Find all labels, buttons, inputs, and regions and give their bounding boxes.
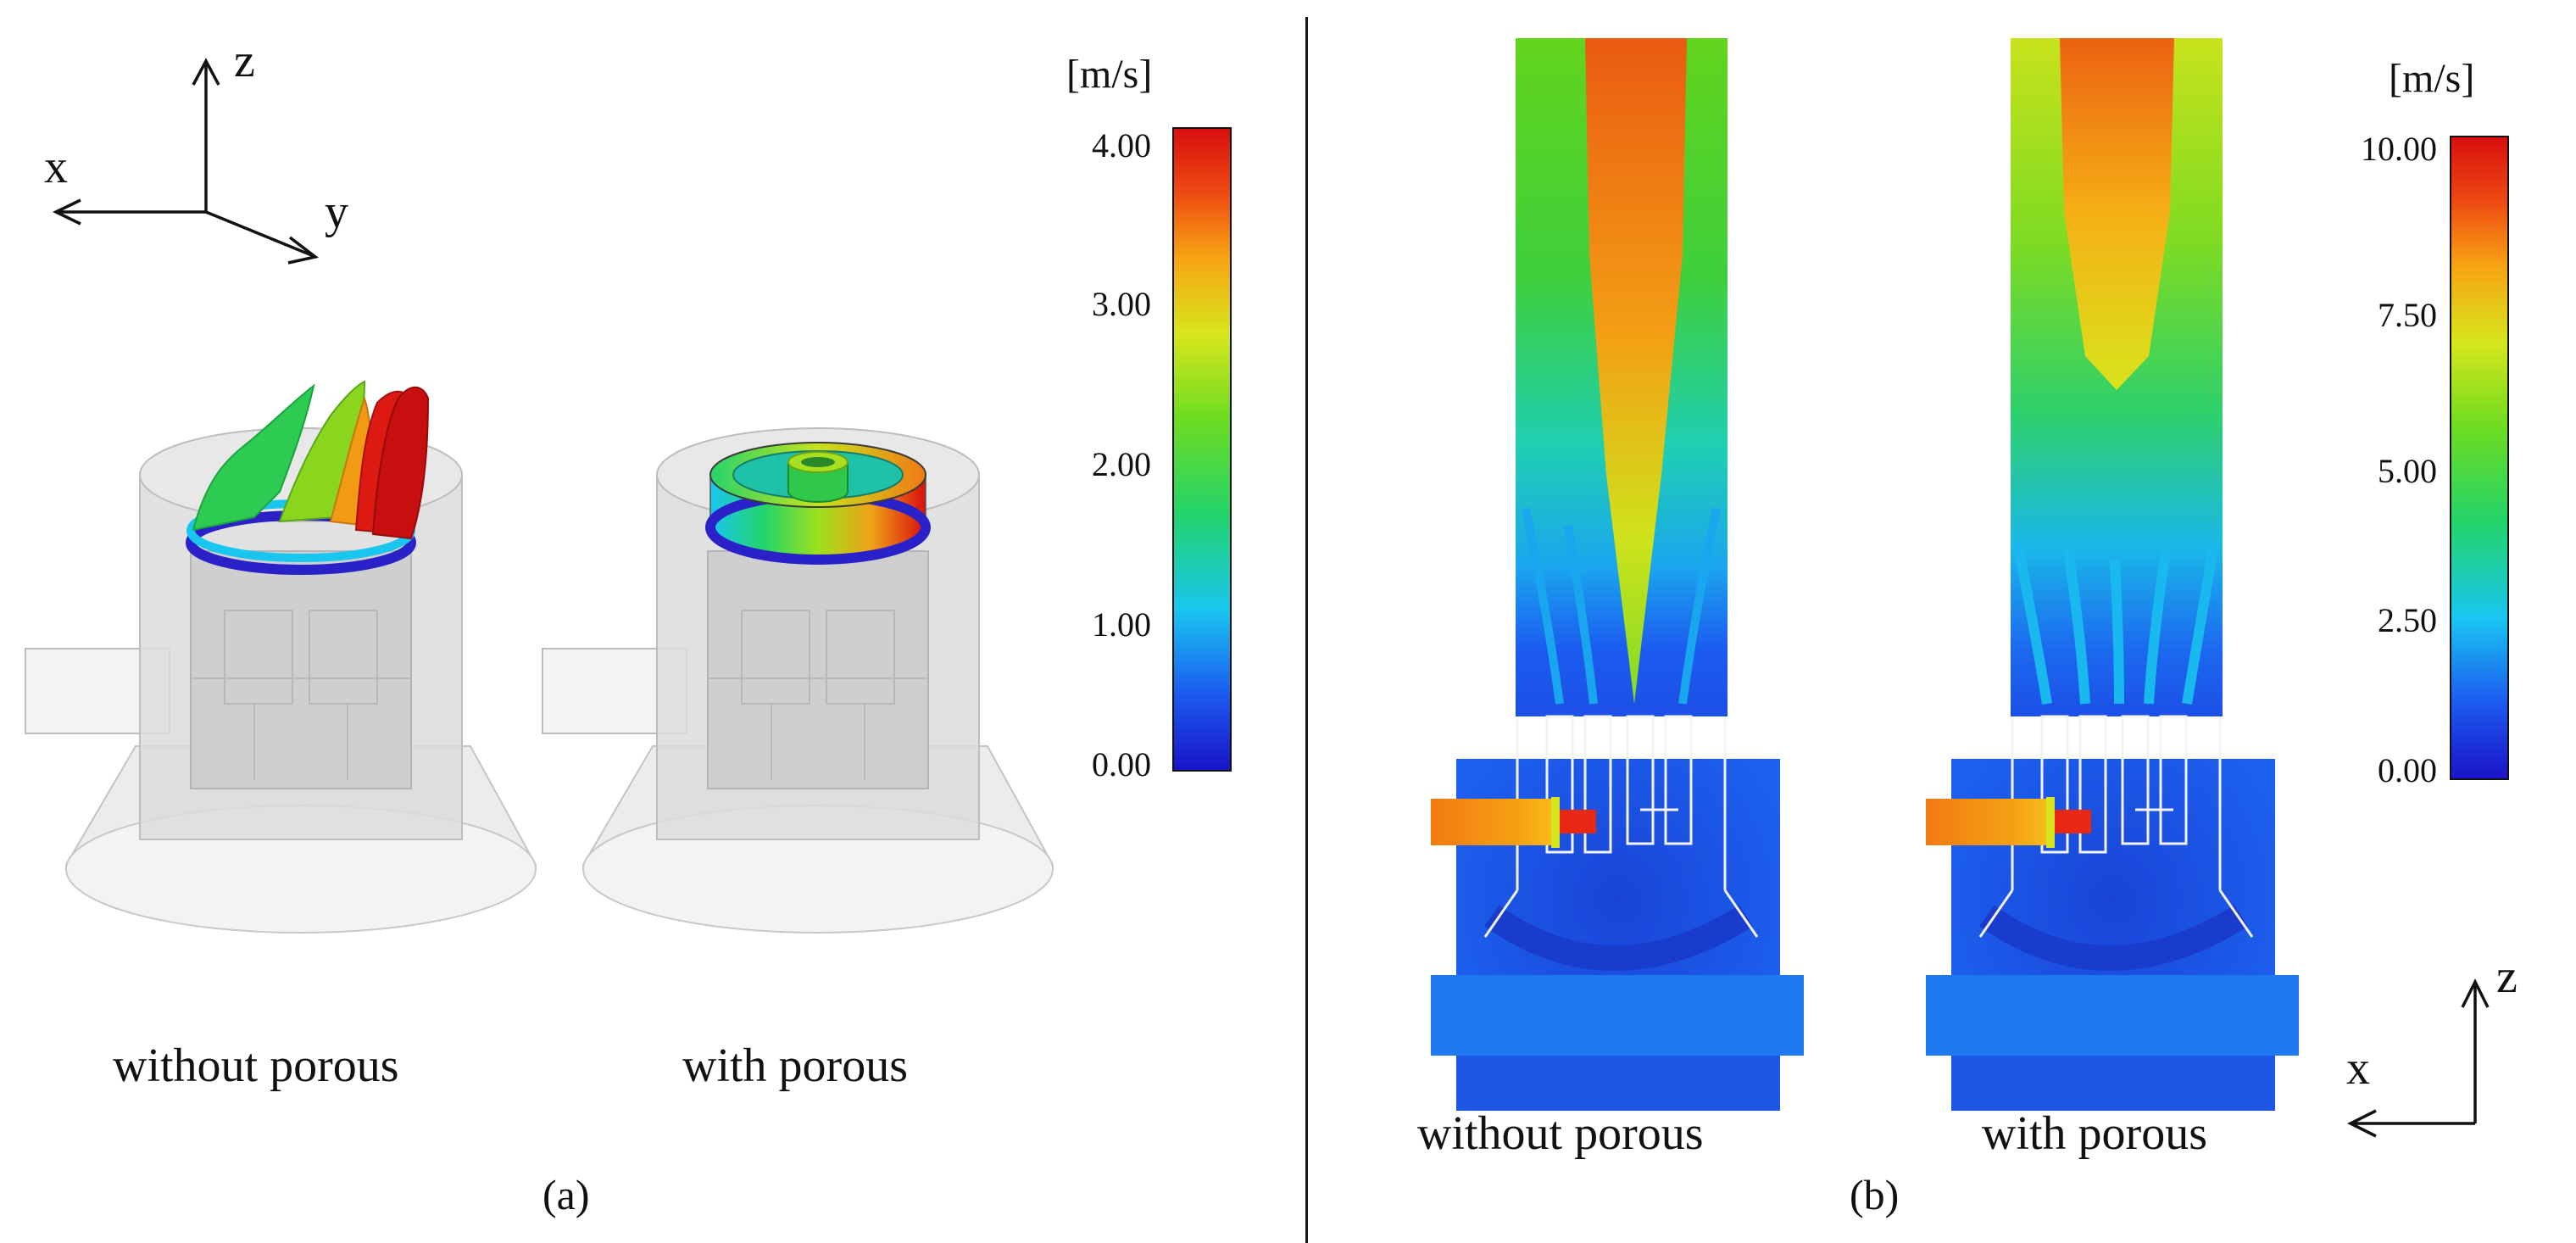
inner-cylinder — [190, 550, 412, 789]
jet-core — [2060, 38, 2174, 390]
device-with-porous-3d — [542, 427, 1054, 934]
caption-with-porous-a: with porous — [682, 1040, 908, 1092]
device-without-porous-3d — [25, 380, 537, 934]
inner-cylinder — [707, 550, 929, 789]
side-inlet-jet — [1431, 799, 1558, 845]
jet-core — [1585, 38, 1687, 704]
panel-label-a: (a) — [542, 1171, 590, 1218]
chamber-lower — [1951, 1056, 2275, 1111]
velocity-field-with-porous — [1926, 38, 2299, 1111]
cross-channel — [1926, 975, 2299, 1056]
caption-without-porous-b: without porous — [1417, 1107, 1704, 1160]
caption-without-porous-a: without porous — [113, 1040, 399, 1092]
axis-pair-b — [2347, 978, 2490, 1138]
recirculation-zone — [1979, 905, 2248, 971]
inner-vanes — [191, 610, 411, 780]
colorbar-unit-b: [m/s] — [2389, 56, 2475, 101]
panel-divider — [1305, 17, 1308, 1243]
side-inlet-jet — [1926, 799, 2053, 845]
panel-label-b: (b) — [1850, 1171, 1900, 1218]
isosurface-fin-red-2 — [371, 386, 430, 540]
x-axis-arrowhead — [52, 198, 81, 226]
axis-label-z-b: z — [2496, 950, 2518, 1003]
colorbar-b-tick-min: 0.00 — [2378, 751, 2437, 789]
colorbar-b-tick: 2.50 — [2378, 601, 2437, 639]
velocity-field-without-porous — [1431, 38, 1804, 1111]
colorbar-a-tick-min: 0.00 — [1092, 745, 1151, 783]
z-axis-arrowhead — [192, 58, 220, 86]
colorbar-b-tick: 7.50 — [2378, 296, 2437, 334]
colorbar-a-tick-max: 4.00 — [1092, 126, 1151, 164]
colorbar-a-tick: 2.00 — [1092, 445, 1151, 483]
colorbar-a-tick: 1.00 — [1092, 605, 1151, 644]
axis-label-x-b: x — [2346, 1042, 2370, 1095]
burner-walls — [1978, 715, 2254, 938]
inlet-nozzle-red — [1558, 810, 1596, 833]
axis-label-x: x — [44, 141, 68, 193]
y-axis-arrowhead — [287, 236, 320, 265]
x-axis-arrowhead — [2347, 1109, 2377, 1138]
inner-vanes — [708, 610, 928, 780]
isosurface-fin-green — [192, 383, 315, 532]
y-axis-line — [205, 210, 314, 258]
recirculation-zone — [1484, 905, 1753, 971]
isosurface-center-tube-hole — [801, 457, 835, 467]
inlet-nozzle-lip — [2046, 797, 2055, 848]
axis-triad-a — [52, 58, 320, 265]
colorbar-b — [2450, 136, 2509, 780]
axis-label-z: z — [234, 35, 255, 87]
colorbar-a-tick: 3.00 — [1092, 285, 1151, 323]
isosurface-center-tube — [787, 461, 848, 503]
inlet-nozzle-red — [2053, 810, 2091, 833]
burner-walls — [1483, 715, 1759, 938]
shear-layers — [2012, 541, 2219, 705]
caption-with-porous-b: with porous — [1982, 1107, 2207, 1160]
colorbar-unit-a: [m/s] — [1066, 52, 1153, 97]
chamber-lower — [1456, 1056, 1780, 1111]
colorbar-a — [1172, 127, 1232, 772]
z-axis-arrowhead — [2461, 978, 2490, 1008]
cross-channel — [1431, 975, 1804, 1056]
axis-label-y: y — [325, 186, 348, 238]
colorbar-b-tick-max: 10.00 — [2361, 130, 2437, 168]
colorbar-b-tick: 5.00 — [2378, 452, 2437, 490]
shear-layers — [1522, 507, 1721, 705]
inlet-nozzle-lip — [1551, 797, 1560, 848]
